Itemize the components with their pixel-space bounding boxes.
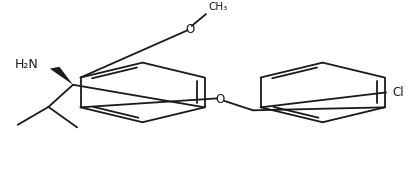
Text: Cl: Cl xyxy=(392,86,404,99)
Text: O: O xyxy=(185,23,194,36)
Text: H₂N: H₂N xyxy=(14,58,38,71)
Text: CH₃: CH₃ xyxy=(208,2,227,12)
Polygon shape xyxy=(50,67,73,85)
Text: O: O xyxy=(216,93,225,106)
